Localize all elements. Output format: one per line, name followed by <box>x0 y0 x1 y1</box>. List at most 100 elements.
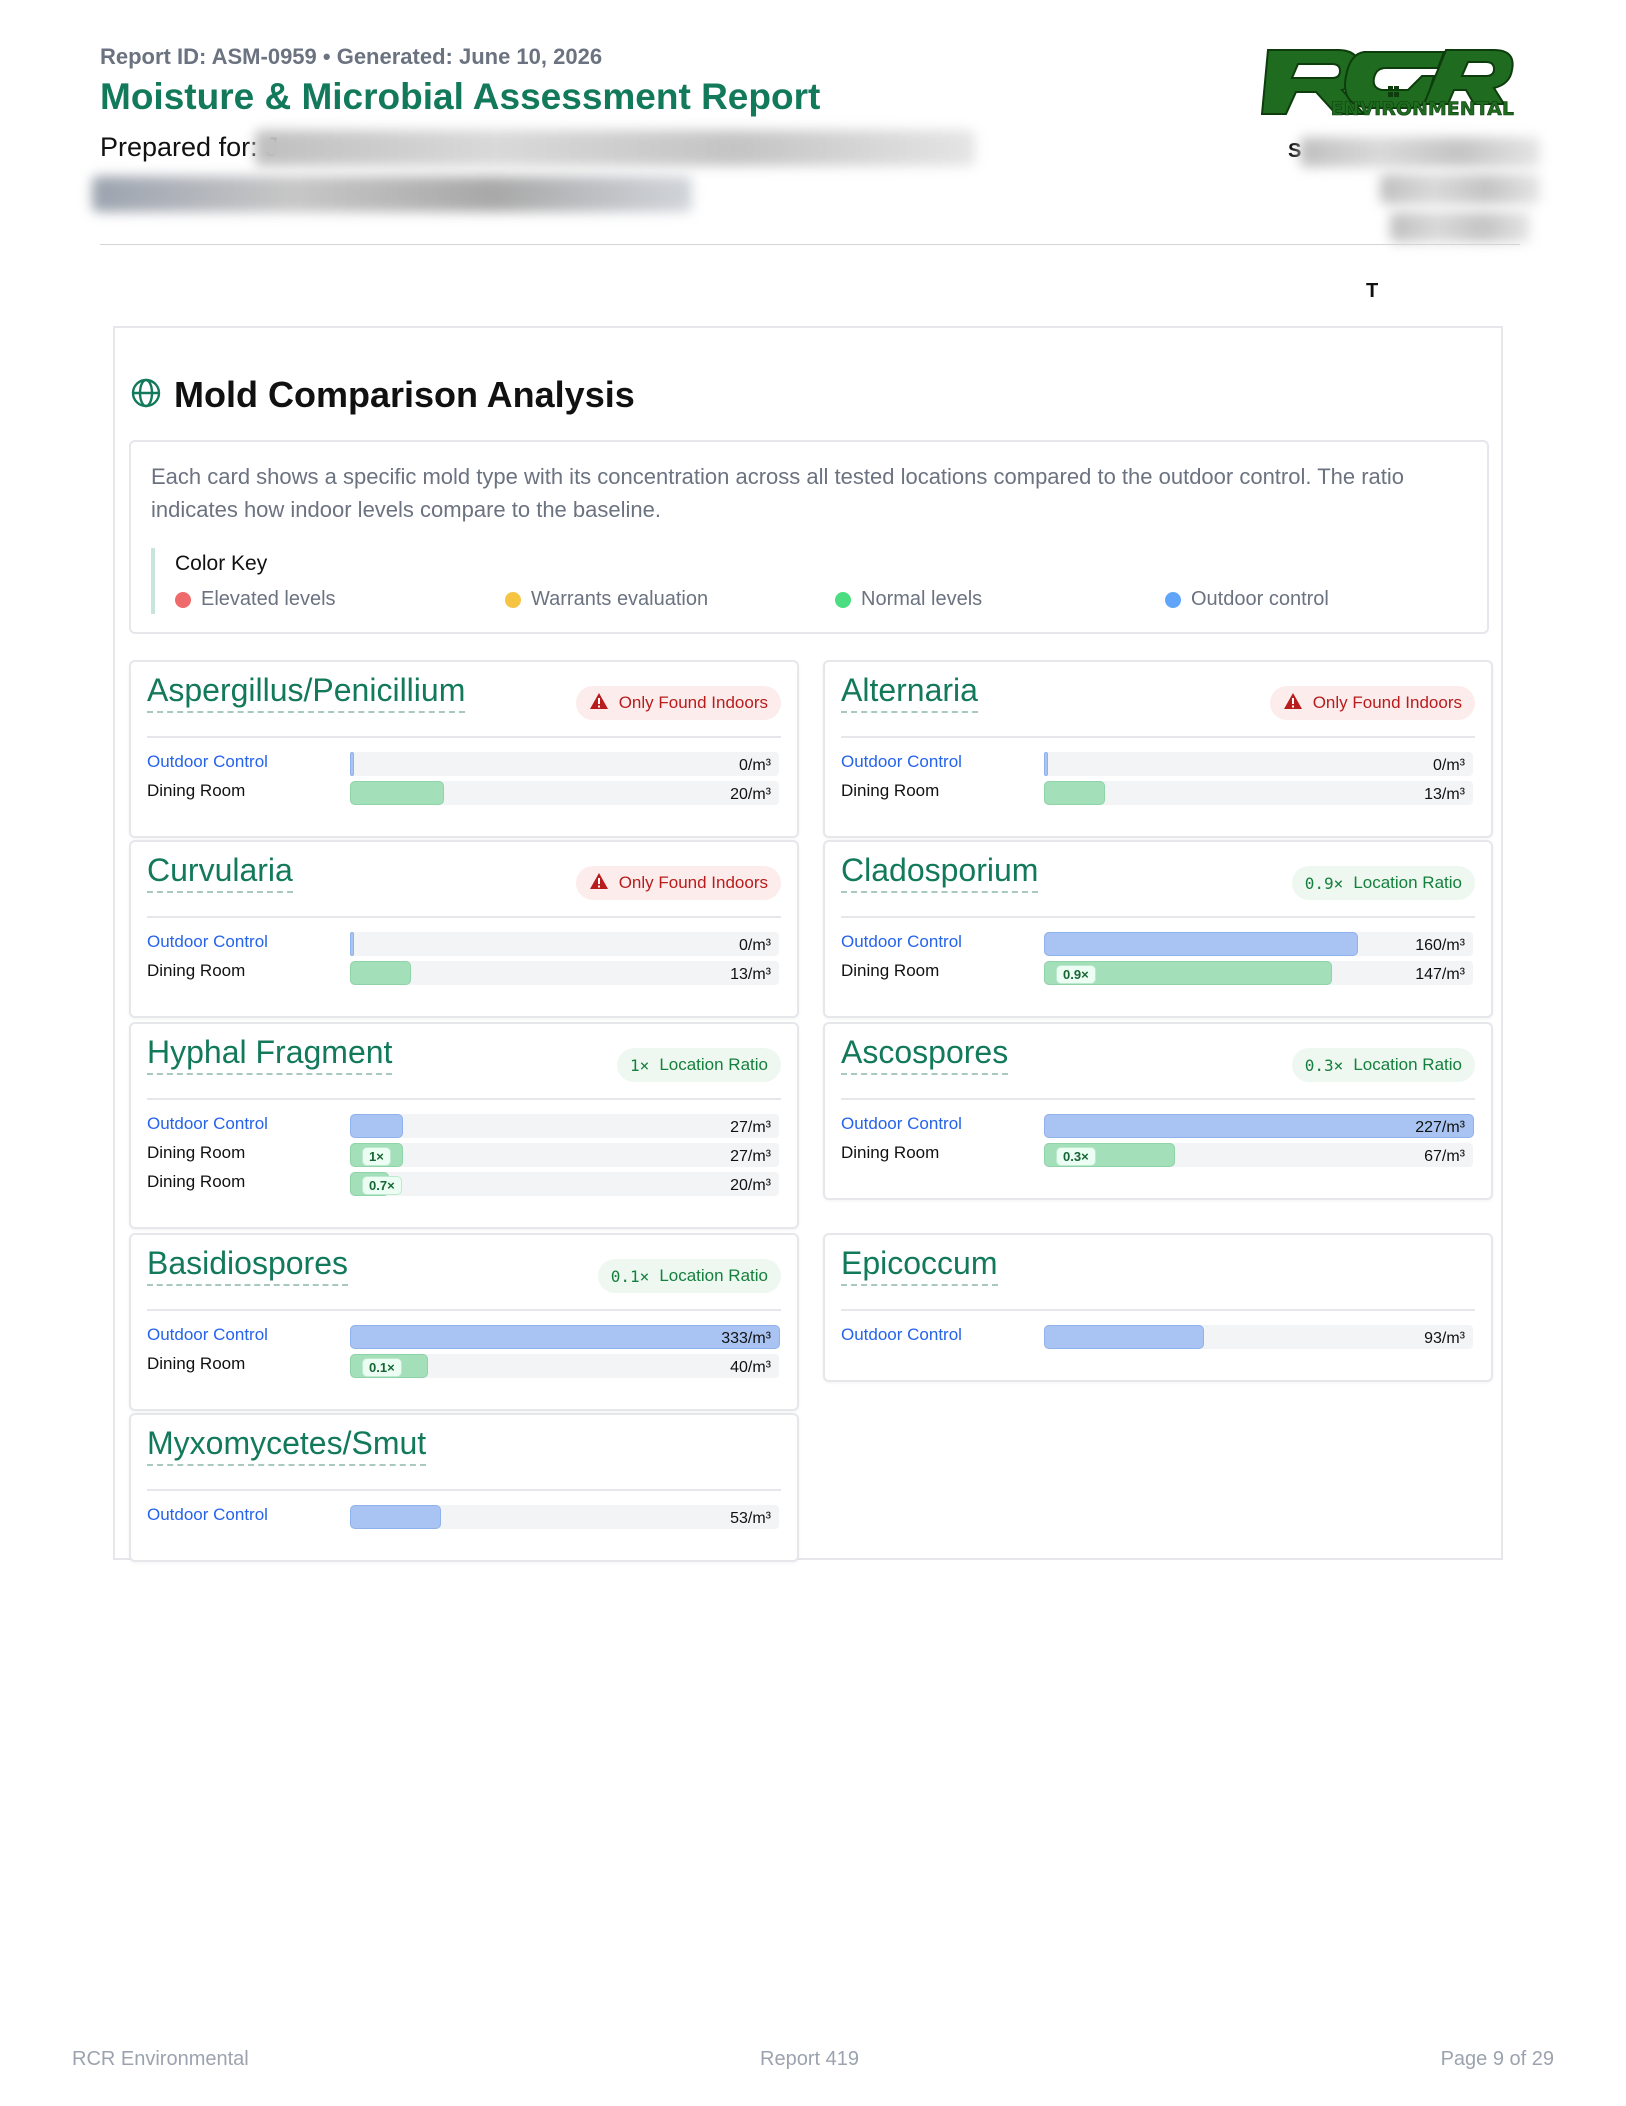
indoor-bar <box>350 781 444 805</box>
concentration-track: 0.1× 40/m³ <box>350 1354 779 1378</box>
concentration-value: 27/m³ <box>730 1119 771 1136</box>
location-label: Outdoor Control <box>841 932 962 951</box>
ratio-multiplier: 0.9× <box>1056 965 1096 984</box>
mold-card: Hyphal Fragment 1× Location Ratio Outdoor C… <box>129 1022 799 1229</box>
concentration-value: 40/m³ <box>730 1359 771 1376</box>
badge-label: Only Found Indoors <box>1312 693 1462 712</box>
location-row: Outdoor Control 27/m³ <box>147 1112 779 1140</box>
only-indoors-badge: Only Found Indoors <box>1269 686 1475 720</box>
location-label: Dining Room <box>841 781 940 800</box>
ratio-value: 0.3× <box>1304 1055 1344 1075</box>
location-label: Dining Room <box>147 1354 246 1373</box>
concentration-value: 53/m³ <box>730 1510 771 1527</box>
concentration-value: 0/m³ <box>739 757 771 774</box>
mold-name: Myxomycetes/Smut <box>147 1425 427 1466</box>
mold-card: Myxomycetes/Smut Outdoor Control 53/m³ <box>129 1413 799 1562</box>
redacted-address <box>92 176 692 212</box>
location-row: Dining Room 0.9× 147/m³ <box>841 959 1473 987</box>
concentration-track: 0/m³ <box>1044 752 1473 776</box>
mold-name: Cladosporium <box>841 852 1039 893</box>
location-row: Dining Room 1× 27/m³ <box>147 1141 779 1169</box>
card-divider <box>147 1489 781 1491</box>
location-label: Outdoor Control <box>147 1505 268 1524</box>
contact-initial-s: S <box>1288 140 1302 162</box>
card-divider <box>147 736 781 738</box>
header-divider <box>100 244 1520 245</box>
key-normal: Normal levels <box>835 588 982 611</box>
ratio-multiplier: 1× <box>362 1147 391 1166</box>
indoor-bar <box>350 961 411 985</box>
key-outdoor: Outdoor control <box>1165 588 1329 611</box>
concentration-track: 0/m³ <box>350 932 779 956</box>
outdoor-bar <box>350 1505 441 1529</box>
key-label: Warrants evaluation <box>531 588 709 610</box>
warning-icon <box>589 692 609 715</box>
mold-card: Basidiospores 0.1× Location Ratio Outdoor C… <box>129 1233 799 1411</box>
concentration-value: 67/m³ <box>1424 1148 1465 1165</box>
location-row: Outdoor Control 0/m³ <box>147 930 779 958</box>
location-label: Dining Room <box>841 1143 940 1162</box>
mold-comparison-panel: Mold Comparison Analysis Each card shows… <box>113 326 1503 1562</box>
location-label: Dining Room <box>147 1172 246 1191</box>
concentration-track: 0.3× 67/m³ <box>1044 1143 1473 1167</box>
mold-name: Curvularia <box>147 852 293 893</box>
key-dot-icon <box>835 591 851 608</box>
badge-label: Only Found Indoors <box>618 873 768 892</box>
footer-company: RCR Environmental <box>72 2048 249 2070</box>
concentration-track: 53/m³ <box>350 1505 779 1529</box>
key-elevated: Elevated levels <box>175 588 336 611</box>
outdoor-bar <box>1044 932 1358 956</box>
location-ratio-badge: 1× Location Ratio <box>617 1048 781 1082</box>
mold-card: Curvularia Only Found Indoors Outdoor Cont… <box>129 840 799 1018</box>
footer-report: Report 419 <box>760 2048 859 2070</box>
location-ratio-badge: 0.9× Location Ratio <box>1291 866 1475 900</box>
concentration-track: 333/m³ <box>350 1325 780 1349</box>
outdoor-bar <box>350 1114 403 1138</box>
mold-card: Aspergillus/Penicillium Only Found Indoor… <box>129 660 799 838</box>
concentration-value: 0/m³ <box>1433 757 1465 774</box>
location-label: Dining Room <box>841 961 940 980</box>
card-divider <box>841 916 1475 918</box>
mold-name: Ascospores <box>841 1034 1009 1075</box>
key-dot-icon <box>505 591 521 608</box>
mold-card: Ascospores 0.3× Location Ratio Outdoor Cont… <box>823 1022 1493 1200</box>
card-divider <box>841 1309 1475 1311</box>
location-row: Outdoor Control 0/m³ <box>841 750 1473 778</box>
card-divider <box>147 1309 781 1311</box>
redacted-client-info <box>255 130 975 166</box>
outdoor-bar <box>350 932 354 956</box>
company-contact: S T <box>1270 132 1540 302</box>
card-divider <box>841 1098 1475 1100</box>
location-label: Dining Room <box>147 781 246 800</box>
mold-name: Basidiospores <box>147 1245 348 1286</box>
location-label: Outdoor Control <box>147 932 268 951</box>
location-row: Outdoor Control 227/m³ <box>841 1112 1474 1140</box>
location-label: Outdoor Control <box>147 752 268 771</box>
location-row: Dining Room 20/m³ <box>147 779 779 807</box>
location-label: Dining Room <box>147 1143 246 1162</box>
section-heading: Mold Comparison Analysis <box>130 374 635 416</box>
report-id: Report ID: ASM-0959 • Generated: June 10… <box>100 44 603 69</box>
redacted-contact-line-3 <box>1390 212 1530 242</box>
location-label: Dining Room <box>147 961 246 980</box>
concentration-value: 227/m³ <box>1415 1119 1465 1136</box>
location-row: Outdoor Control 93/m³ <box>841 1323 1473 1351</box>
concentration-track: 1× 27/m³ <box>350 1143 779 1167</box>
key-dot-icon <box>175 591 191 608</box>
concentration-track: 0/m³ <box>350 752 779 776</box>
outdoor-bar <box>1044 1325 1204 1349</box>
concentration-track: 160/m³ <box>1044 932 1473 956</box>
concentration-value: 20/m³ <box>730 1177 771 1194</box>
concentration-value: 13/m³ <box>730 966 771 983</box>
ratio-value: 1× <box>630 1055 650 1075</box>
card-divider <box>147 916 781 918</box>
location-row: Outdoor Control 333/m³ <box>147 1323 780 1351</box>
key-dot-icon <box>1165 591 1181 608</box>
mold-name: Aspergillus/Penicillium <box>147 672 466 713</box>
globe-icon <box>130 377 162 414</box>
key-label: Normal levels <box>861 588 983 610</box>
location-ratio-badge: 0.3× Location Ratio <box>1291 1048 1475 1082</box>
redacted-contact-line-1 <box>1300 137 1540 167</box>
badge-label: Location Ratio <box>659 1266 768 1285</box>
outdoor-bar <box>1044 752 1048 776</box>
